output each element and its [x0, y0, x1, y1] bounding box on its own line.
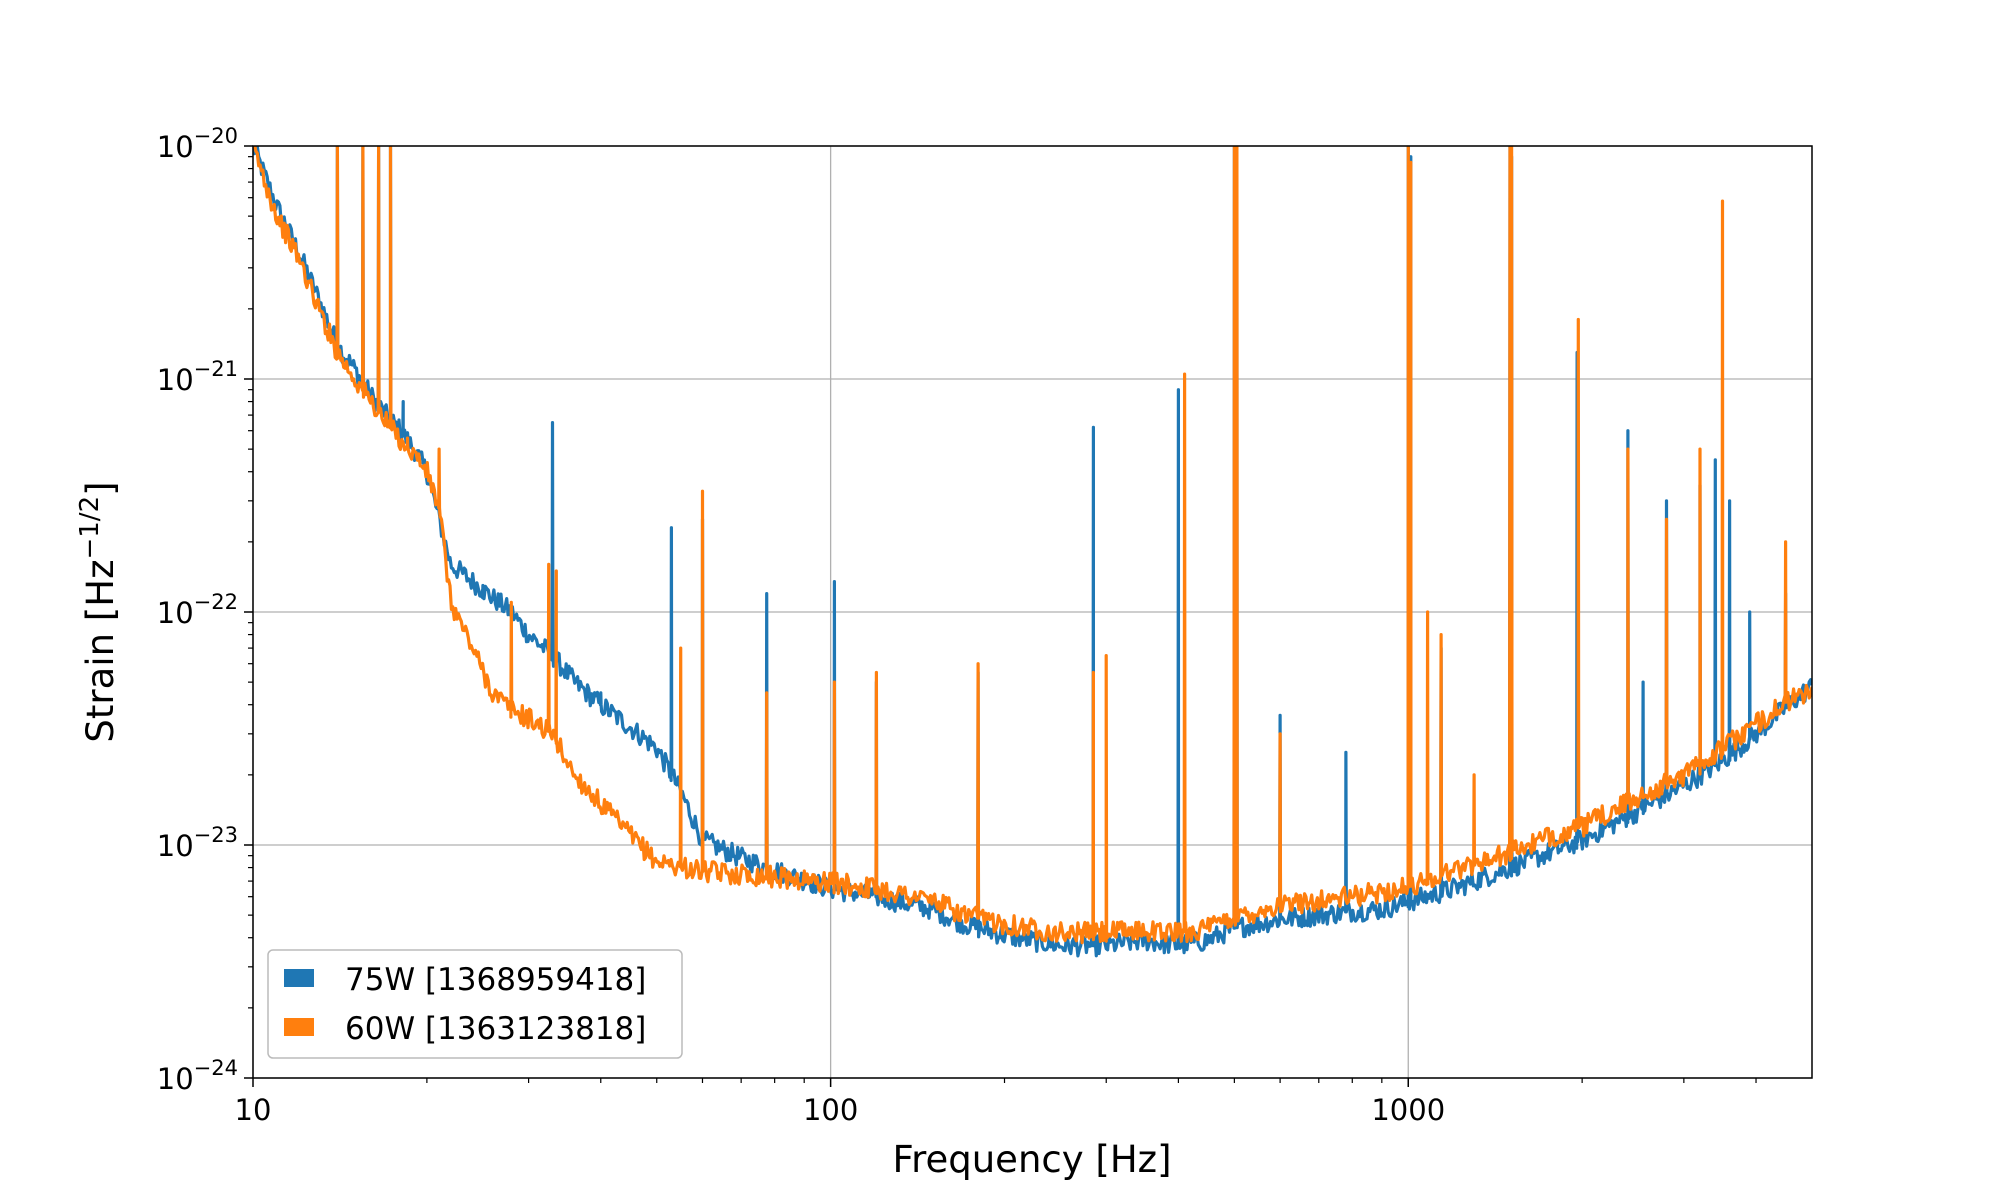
y-axis-title-exponent: −1/2	[75, 496, 105, 560]
y-tick-label: 10−24	[157, 1056, 238, 1096]
y-axis-title: Strain [Hz−1/2]	[75, 481, 122, 742]
y-tick-label: 10−23	[157, 823, 238, 863]
legend-box	[267, 949, 683, 1059]
y-tick-label: 10−21	[157, 357, 238, 397]
series-layer	[253, 146, 1812, 958]
legend-label-60w: 60W [1363123818]	[345, 1011, 646, 1047]
axis-ticks	[244, 145, 1757, 1087]
y-tick-label: 10−20	[157, 124, 238, 164]
y-tick-labels: 10−24 10−23 10−22 10−21 10−20	[157, 124, 238, 1096]
x-tick-labels: 10 100 1000	[235, 1093, 1446, 1127]
y-tick-label: 10−22	[157, 590, 238, 630]
x-axis-title: Frequency [Hz]	[892, 1138, 1171, 1181]
series-line-1	[253, 146, 1812, 945]
x-tick-label: 1000	[1371, 1093, 1445, 1127]
legend: 75W [1368959418] 60W [1363123818]	[267, 949, 683, 1059]
x-tick-label: 100	[803, 1093, 858, 1127]
legend-swatch-75w	[284, 969, 314, 987]
x-tick-label: 10	[235, 1093, 272, 1127]
legend-swatch-60w	[284, 1018, 314, 1036]
y-axis-title-close: ]	[79, 481, 122, 495]
y-axis-title-main: Strain [Hz	[79, 560, 122, 743]
legend-label-75w: 75W [1368959418]	[345, 962, 646, 998]
